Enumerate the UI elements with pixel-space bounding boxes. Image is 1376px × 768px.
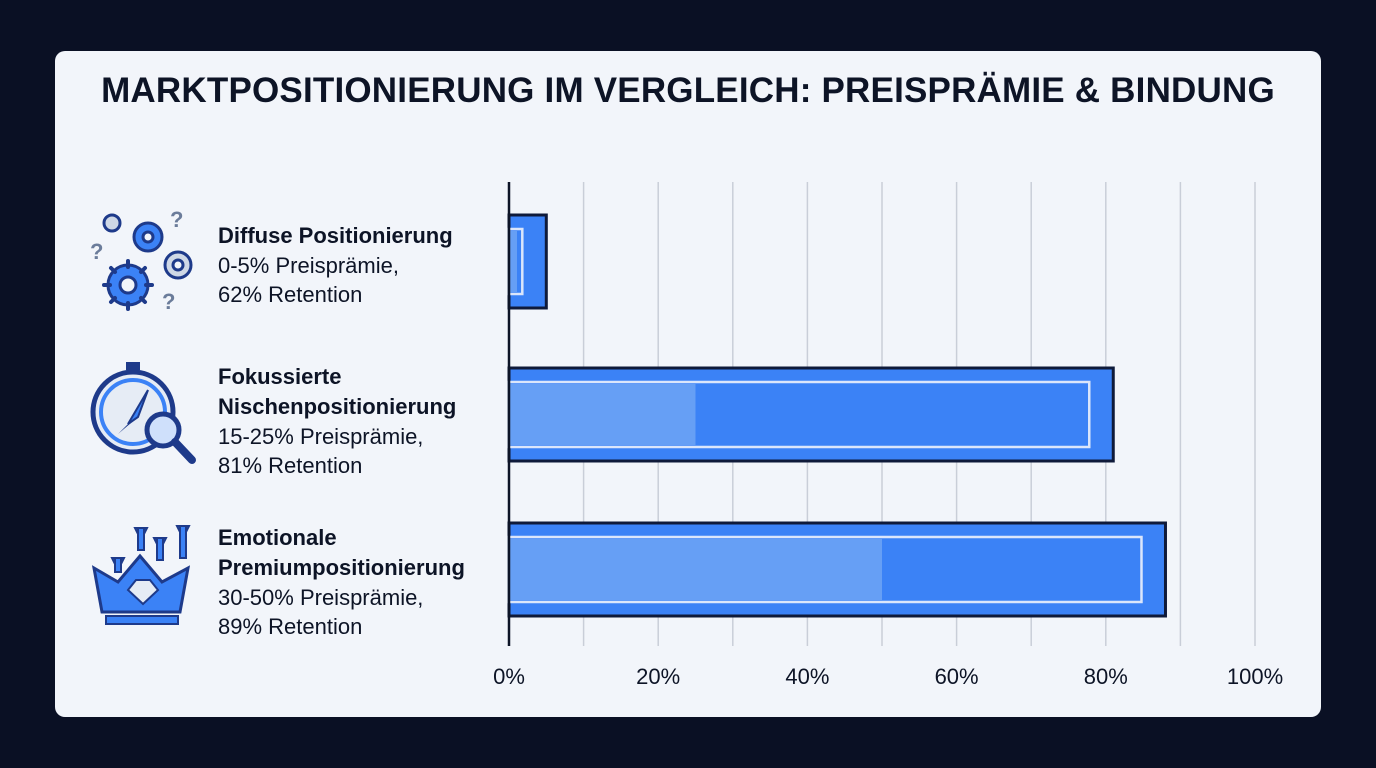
x-tick-label: 80%: [1084, 664, 1128, 689]
svg-text:?: ?: [90, 239, 103, 264]
chart-title: MARKTPOSITIONIERUNG IM VERGLEICH: PREISP…: [101, 71, 1275, 110]
x-tick-label: 100%: [1227, 664, 1283, 689]
compass-magnifier-icon: [88, 362, 203, 477]
row-name-line2: Premiumpositionierung: [218, 555, 465, 580]
row-name-line1: Emotionale: [218, 525, 337, 550]
bar-inner-value: [509, 231, 517, 292]
x-tick-label: 0%: [493, 664, 525, 689]
svg-text:?: ?: [170, 207, 183, 232]
crown-diamond-icon: [88, 520, 203, 635]
row-name: Diffuse Positionierung: [218, 223, 453, 248]
row-label-2: Fokussierte Nischenpositionierung 15-25%…: [218, 362, 518, 480]
row-premium: 30-50% Preisprämie,: [218, 585, 424, 610]
x-tick-label: 60%: [935, 664, 979, 689]
bar-inner-value: [509, 539, 882, 600]
row-premium: 0-5% Preisprämie,: [218, 253, 399, 278]
row-retention: 62% Retention: [218, 282, 363, 307]
row-label-1: Diffuse Positionierung 0-5% Preisprämie,…: [218, 221, 518, 309]
row-retention: 89% Retention: [218, 614, 363, 639]
bar-inner-value: [509, 384, 696, 445]
row-name-line2: Nischenpositionierung: [218, 394, 457, 419]
svg-text:?: ?: [162, 289, 175, 314]
row-name-line1: Fokussierte: [218, 364, 342, 389]
x-tick-label: 40%: [785, 664, 829, 689]
row-retention: 81% Retention: [218, 453, 363, 478]
row-premium: 15-25% Preisprämie,: [218, 424, 424, 449]
gears-question-icon: ???: [88, 205, 200, 320]
row-label-3: Emotionale Premiumpositionierung 30-50% …: [218, 523, 518, 641]
x-tick-label: 20%: [636, 664, 680, 689]
